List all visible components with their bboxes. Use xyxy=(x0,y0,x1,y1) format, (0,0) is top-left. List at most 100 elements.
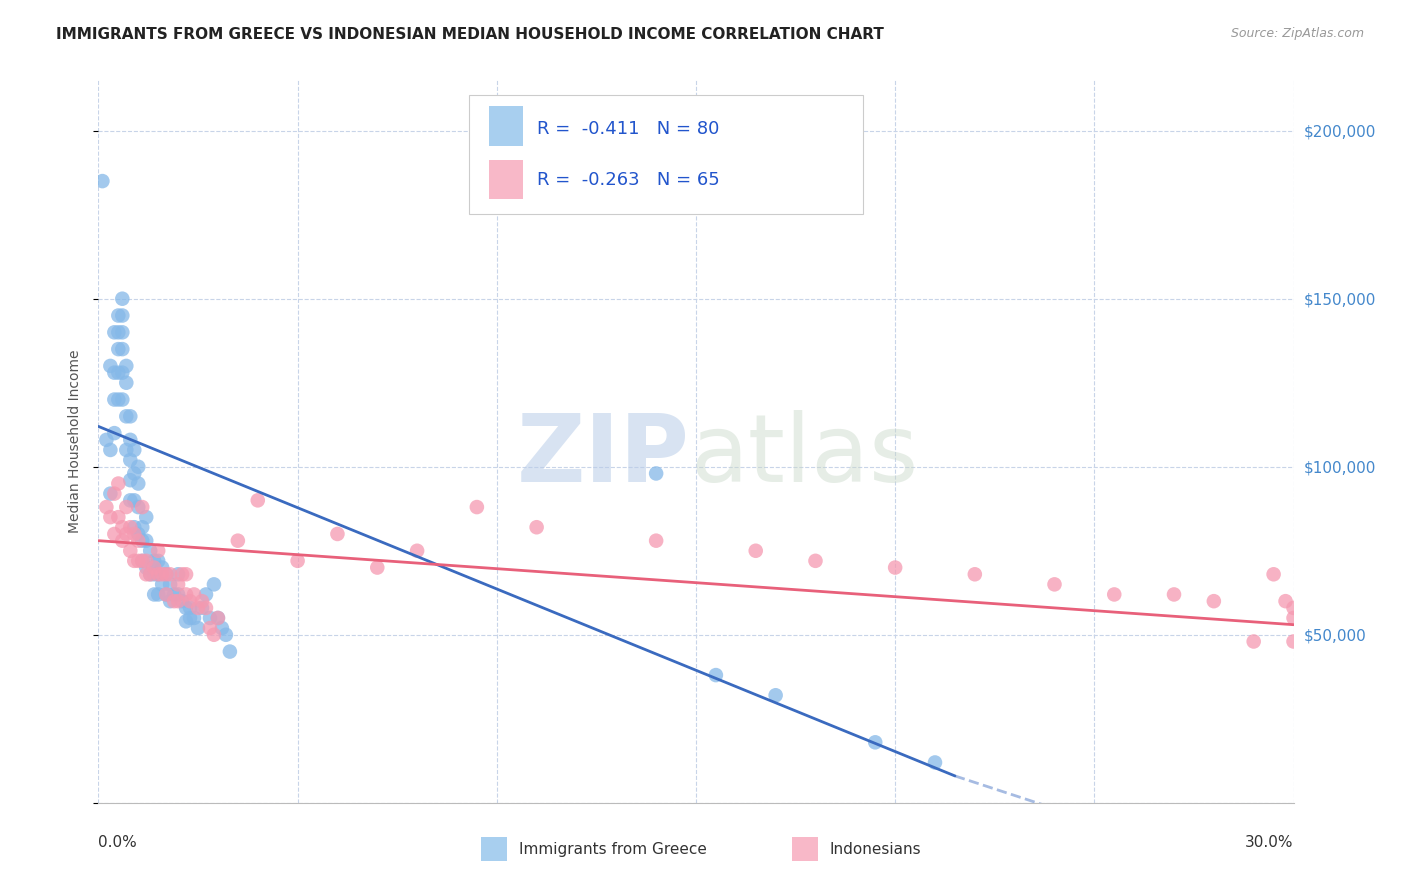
Point xyxy=(704,668,727,682)
Point xyxy=(191,594,214,608)
Point xyxy=(163,594,186,608)
Point xyxy=(150,560,173,574)
Point xyxy=(745,543,768,558)
Point xyxy=(91,174,114,188)
Point xyxy=(107,476,129,491)
Point xyxy=(406,543,429,558)
Point xyxy=(172,567,194,582)
Point xyxy=(131,520,153,534)
Point xyxy=(211,621,233,635)
Point xyxy=(120,453,142,467)
Point xyxy=(135,554,157,568)
Point xyxy=(167,594,190,608)
Point xyxy=(111,309,134,323)
Point xyxy=(191,600,214,615)
Point xyxy=(804,554,827,568)
Point xyxy=(115,376,138,390)
Point xyxy=(924,756,946,770)
Point xyxy=(127,527,149,541)
Point xyxy=(127,500,149,514)
Point xyxy=(120,409,142,424)
Point xyxy=(226,533,249,548)
Point xyxy=(107,392,129,407)
Point xyxy=(135,510,157,524)
Point xyxy=(884,560,907,574)
Text: Source: ZipAtlas.com: Source: ZipAtlas.com xyxy=(1230,27,1364,40)
Point xyxy=(148,567,170,582)
FancyBboxPatch shape xyxy=(470,95,863,214)
Point xyxy=(1274,594,1296,608)
Y-axis label: Median Household Income: Median Household Income xyxy=(69,350,83,533)
Point xyxy=(124,493,146,508)
Text: Immigrants from Greece: Immigrants from Greece xyxy=(519,841,707,856)
Point xyxy=(103,366,125,380)
Point xyxy=(135,567,157,582)
Point xyxy=(219,644,242,658)
Text: atlas: atlas xyxy=(690,410,918,502)
Point xyxy=(143,567,166,582)
Point xyxy=(143,587,166,601)
Text: 30.0%: 30.0% xyxy=(1246,835,1294,850)
Point xyxy=(198,611,221,625)
Point xyxy=(143,560,166,574)
Point xyxy=(174,587,197,601)
Point xyxy=(167,577,190,591)
Point xyxy=(179,600,201,615)
Point xyxy=(127,459,149,474)
Point xyxy=(198,621,221,635)
Point xyxy=(155,587,177,601)
Point xyxy=(107,309,129,323)
Point xyxy=(1243,634,1265,648)
Text: ZIP: ZIP xyxy=(517,410,690,502)
Point xyxy=(135,560,157,574)
Point xyxy=(120,493,142,508)
Point xyxy=(155,567,177,582)
Point xyxy=(115,409,138,424)
Point xyxy=(124,467,146,481)
Point xyxy=(1104,587,1126,601)
Point xyxy=(963,567,986,582)
Point xyxy=(645,533,668,548)
Point xyxy=(167,587,190,601)
Point xyxy=(159,594,181,608)
Point xyxy=(202,577,225,591)
Point xyxy=(120,433,142,447)
Point xyxy=(96,433,118,447)
Point xyxy=(124,442,146,457)
Point xyxy=(195,600,218,615)
Point xyxy=(179,611,201,625)
Point xyxy=(139,567,162,582)
Point xyxy=(124,554,146,568)
Point xyxy=(326,527,349,541)
Point xyxy=(131,554,153,568)
Point xyxy=(765,688,787,702)
Point xyxy=(1202,594,1225,608)
Point xyxy=(115,500,138,514)
Point xyxy=(215,628,238,642)
Point xyxy=(120,473,142,487)
Point xyxy=(167,567,190,582)
Point xyxy=(1282,600,1305,615)
Point xyxy=(111,392,134,407)
Point xyxy=(111,342,134,356)
Text: Indonesians: Indonesians xyxy=(830,841,921,856)
Point xyxy=(135,533,157,548)
Point xyxy=(150,567,173,582)
Point xyxy=(465,500,488,514)
Point xyxy=(187,600,209,615)
Point xyxy=(96,500,118,514)
Point xyxy=(1043,577,1066,591)
Point xyxy=(111,292,134,306)
Point xyxy=(202,628,225,642)
Point xyxy=(187,621,209,635)
Point xyxy=(207,611,229,625)
Point xyxy=(107,342,129,356)
Point xyxy=(645,467,668,481)
Point xyxy=(174,615,197,629)
Point xyxy=(107,366,129,380)
Point xyxy=(107,326,129,340)
Point xyxy=(111,533,134,548)
Point xyxy=(148,587,170,601)
Point xyxy=(183,611,205,625)
Point xyxy=(124,527,146,541)
